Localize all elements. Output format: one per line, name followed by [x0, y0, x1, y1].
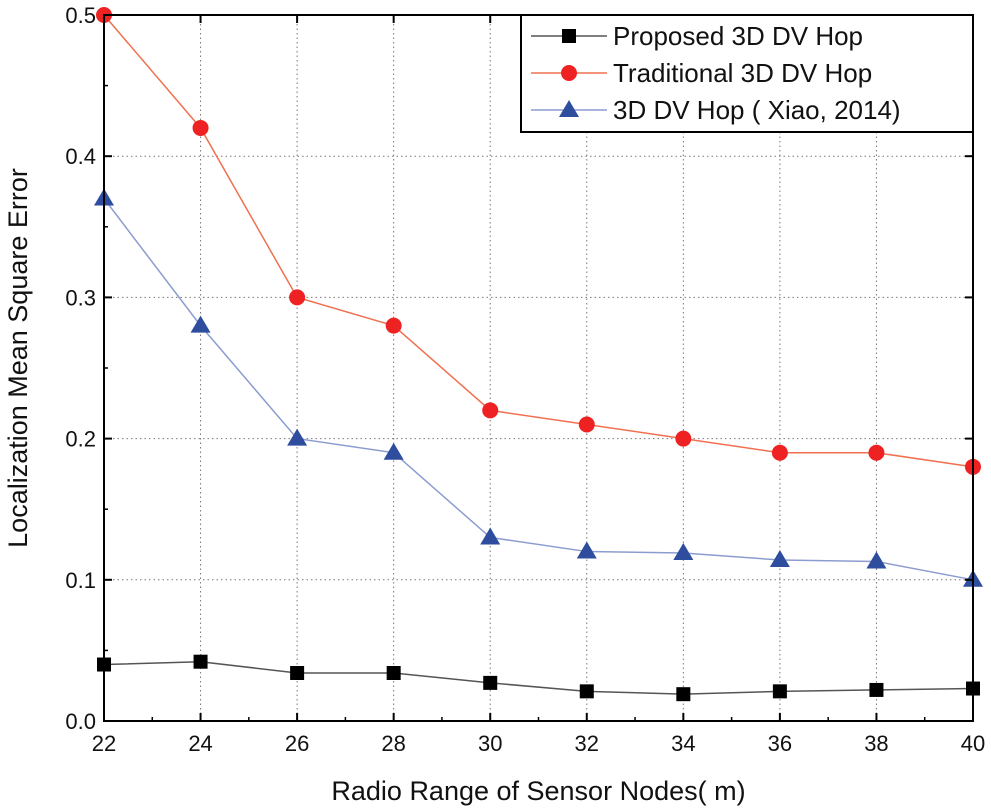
data-point	[869, 682, 884, 697]
data-point	[579, 684, 594, 699]
legend: Proposed 3D DV Hop Traditional 3D DV Hop 3…	[520, 14, 974, 133]
data-point	[866, 551, 887, 569]
legend-label: Proposed 3D DV Hop	[613, 21, 863, 51]
data-point	[193, 654, 208, 669]
series-square	[97, 654, 980, 702]
legend-label: Traditional 3D DV Hop	[613, 58, 872, 88]
data-point	[482, 402, 499, 419]
x-tick-label: 40	[961, 731, 985, 756]
x-tick-label: 38	[864, 731, 888, 756]
y-tick-label: 0.2	[65, 427, 96, 452]
series-line	[103, 660, 974, 695]
y-tick-label: 0.5	[65, 3, 96, 28]
series-line	[103, 198, 974, 581]
data-point	[192, 119, 209, 136]
data-point	[772, 684, 787, 699]
data-point	[675, 430, 692, 447]
data-point	[868, 444, 885, 461]
x-tick-label: 32	[575, 731, 599, 756]
data-point	[769, 550, 790, 568]
data-point	[190, 315, 211, 333]
series-triangle	[94, 188, 983, 587]
x-tick-label: 28	[381, 731, 405, 756]
y-tick-label: 0.1	[65, 568, 96, 593]
data-point	[673, 542, 694, 560]
data-point	[287, 428, 308, 446]
data-point	[386, 665, 401, 680]
data-point	[576, 541, 597, 559]
series-line	[103, 14, 974, 468]
x-tick-label: 36	[768, 731, 792, 756]
data-point	[578, 416, 595, 433]
data-point	[289, 289, 306, 306]
data-point	[480, 527, 501, 545]
data-point	[383, 442, 404, 460]
y-tick-label: 0.0	[65, 709, 96, 734]
data-point	[771, 444, 788, 461]
data-point	[290, 665, 305, 680]
legend-item: 3D DV Hop ( Xiao, 2014)	[531, 95, 901, 125]
axes: 22 24 26 28 30 32 34 36 38 40 0.0 0.1 0.2 0.3 0.4 0.5	[65, 3, 985, 756]
data-point	[385, 317, 402, 334]
legend-item: Traditional 3D DV Hop	[531, 58, 872, 88]
x-tick-label: 24	[188, 731, 212, 756]
y-tick-label: 0.4	[65, 144, 96, 169]
legend-marker	[562, 29, 576, 43]
legend-item: Proposed 3D DV Hop	[531, 21, 863, 51]
data-point	[483, 675, 498, 690]
x-tick-label: 34	[671, 731, 695, 756]
x-tick-label: 30	[478, 731, 502, 756]
legend-marker	[559, 100, 579, 117]
y-axis-title: Localization Mean Square Error	[3, 168, 33, 548]
legend-label: 3D DV Hop ( Xiao, 2014)	[613, 95, 901, 125]
x-tick-label: 26	[285, 731, 309, 756]
y-tick-label: 0.3	[65, 285, 96, 310]
x-axis-title: Radio Range of Sensor Nodes( m)	[331, 776, 745, 806]
x-tick-label: 22	[92, 731, 116, 756]
data-point	[676, 687, 691, 702]
legend-marker	[561, 65, 577, 81]
